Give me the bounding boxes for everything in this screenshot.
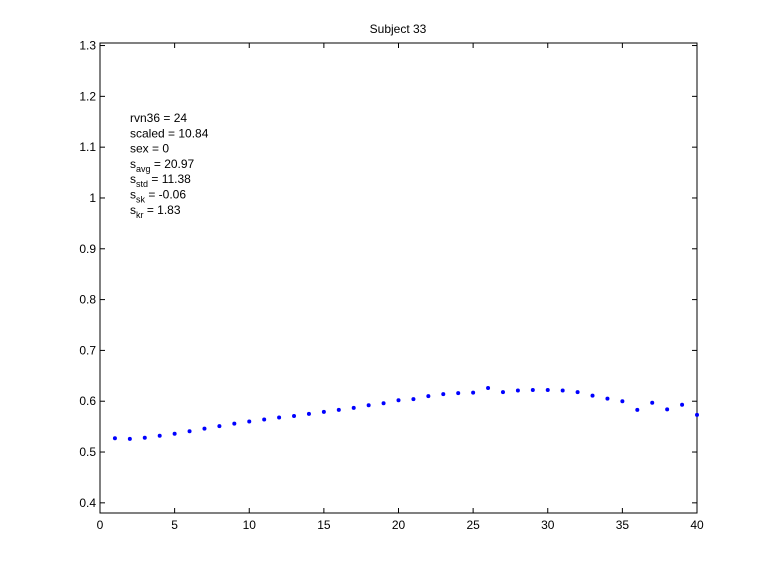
data-point [665,407,670,412]
annotation-main: rvn36 = 24 [130,111,187,125]
x-tick-label: 5 [171,518,178,532]
y-tick-label: 1.3 [79,39,96,53]
data-point [545,388,550,393]
x-tick-label: 40 [690,518,704,532]
data-point [426,394,431,399]
data-point [381,401,386,406]
annotation-main: s [130,203,136,217]
annotation-subscript: kr [136,210,144,220]
data-point [292,413,297,418]
y-tick-label: 1.2 [79,89,96,103]
data-point [620,399,625,404]
data-point [486,386,491,391]
data-point [172,431,177,436]
y-tick-label: 0.4 [79,496,96,510]
annotation-main: s [130,172,136,186]
data-point [500,390,505,395]
annotation-value: = 11.38 [148,172,191,186]
annotation-main: sex = 0 [130,142,169,156]
y-tick-label: 0.5 [79,445,96,459]
y-tick-label: 0.7 [79,343,96,357]
annotation-main: scaled = 10.84 [130,126,209,140]
y-tick-label: 0.8 [79,293,96,307]
y-axis: 0.4 0.5 0.6 0.7 0.8 0.9 1 1.1 1.2 1.3 [79,39,697,510]
y-tick-label: 0.9 [79,242,96,256]
data-point [560,388,565,393]
data-point [366,403,371,408]
x-tick-label: 0 [97,518,104,532]
data-point [217,424,222,429]
y-tick-label: 1 [89,191,96,205]
annotation-value: = 1.83 [144,203,181,217]
data-point [142,435,147,440]
x-tick-label: 25 [466,518,480,532]
data-point [635,407,640,412]
y-tick-label: 1.1 [79,140,96,154]
data-point [650,400,655,405]
chart-title: Subject 33 [370,22,427,36]
annotation-main: s [130,188,136,202]
data-point [232,421,237,426]
x-axis: 0 5 10 15 20 25 30 35 40 [97,43,704,532]
x-tick-label: 20 [392,518,406,532]
data-point [680,402,685,407]
data-point [441,392,446,397]
data-point [411,397,416,402]
data-point [530,388,535,393]
data-point [396,398,401,403]
data-point [321,409,326,414]
data-point [336,407,341,412]
data-point [127,436,132,441]
data-point [247,419,252,424]
annotation-subscript: std [136,179,148,189]
y-tick-label: 0.6 [79,394,96,408]
annotation-line: savg = 20.97 [130,157,195,174]
annotation-value: = -0.06 [145,188,186,202]
data-points [112,386,699,441]
data-point [262,417,267,422]
data-point [306,411,311,416]
annotation-main: s [130,157,136,171]
data-point [590,393,595,398]
x-tick-label: 35 [616,518,630,532]
annotation-line: skr = 1.83 [130,203,181,220]
x-tick-label: 15 [317,518,331,532]
data-point [157,433,162,438]
annotation-line: rvn36 = 24 [130,111,187,125]
data-point [515,388,520,393]
annotation-line: scaled = 10.84 [130,126,209,140]
data-point [456,391,461,396]
data-point [575,390,580,395]
annotation-value: = 20.97 [151,157,195,171]
annotation-line: sstd = 11.38 [130,172,191,189]
annotation-subscript: sk [136,195,146,205]
x-tick-label: 10 [243,518,257,532]
x-tick-label: 30 [541,518,555,532]
data-point [202,426,207,431]
data-point [351,405,356,410]
data-point [605,396,610,401]
data-point [277,415,282,420]
data-point [695,412,699,417]
annotation-subscript: avg [136,164,151,174]
annotation-line: ssk = -0.06 [130,188,186,205]
plot-area [99,42,698,514]
data-point [471,390,476,395]
data-point [112,436,117,441]
annotation-line: sex = 0 [130,142,169,156]
data-point [187,429,192,434]
